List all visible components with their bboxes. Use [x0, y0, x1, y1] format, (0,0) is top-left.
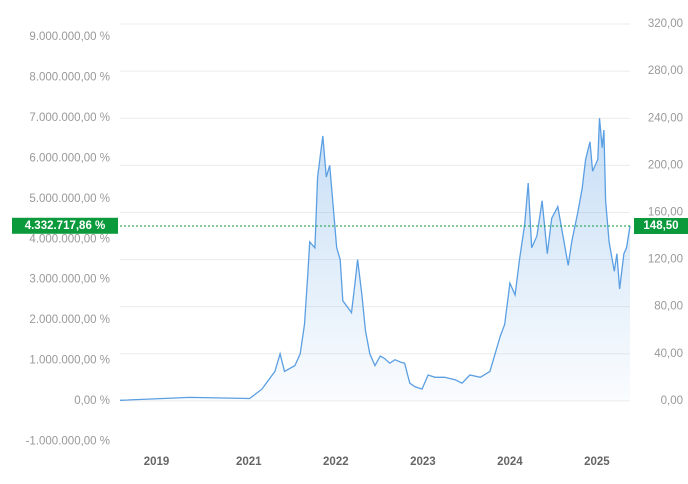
- x-tick-label: 2019: [144, 456, 170, 468]
- y2-tick-label: 0,00: [661, 395, 683, 407]
- y2-tick-label: 240,00: [648, 112, 683, 124]
- y-tick-label: 9.000.000,00 %: [29, 31, 110, 43]
- x-tick-label: 2025: [584, 456, 610, 468]
- x-tick-label: 2022: [323, 456, 349, 468]
- y-tick-label: 8.000.000,00 %: [29, 71, 110, 83]
- x-tick-label: 2021: [236, 456, 262, 468]
- y-tick-label: 6.000.000,00 %: [29, 152, 110, 164]
- y-tick-label: 5.000.000,00 %: [29, 193, 110, 205]
- y-tick-label: 0,00 %: [74, 395, 110, 407]
- y-tick-label: 3.000.000,00 %: [29, 274, 110, 286]
- y-tick-label: 7.000.000,00 %: [29, 112, 110, 124]
- current-value-label: 148,50: [643, 220, 678, 232]
- y2-tick-label: 40,00: [654, 348, 683, 360]
- x-tick-label: 2023: [410, 456, 436, 468]
- y2-tick-label: 280,00: [648, 65, 683, 77]
- y2-tick-label: 200,00: [648, 159, 683, 171]
- y-tick-label: -1.000.000,00 %: [26, 435, 110, 447]
- y-tick-label: 1.000.000,00 %: [29, 355, 110, 367]
- x-tick-label: 2024: [497, 456, 523, 468]
- current-value-label: 4.332.717,86 %: [25, 220, 106, 232]
- y-tick-label: 2.000.000,00 %: [29, 314, 110, 326]
- y-tick-label: 4.000.000,00 %: [29, 233, 110, 245]
- current-value-tag: [12, 217, 118, 234]
- y2-tick-label: 120,00: [648, 254, 683, 266]
- y2-tick-label: 320,00: [648, 18, 683, 30]
- y2-tick-label: 160,00: [648, 206, 683, 218]
- y2-tick-label: 80,00: [654, 301, 683, 313]
- line: [119, 118, 631, 401]
- current-value-tag: [634, 217, 688, 234]
